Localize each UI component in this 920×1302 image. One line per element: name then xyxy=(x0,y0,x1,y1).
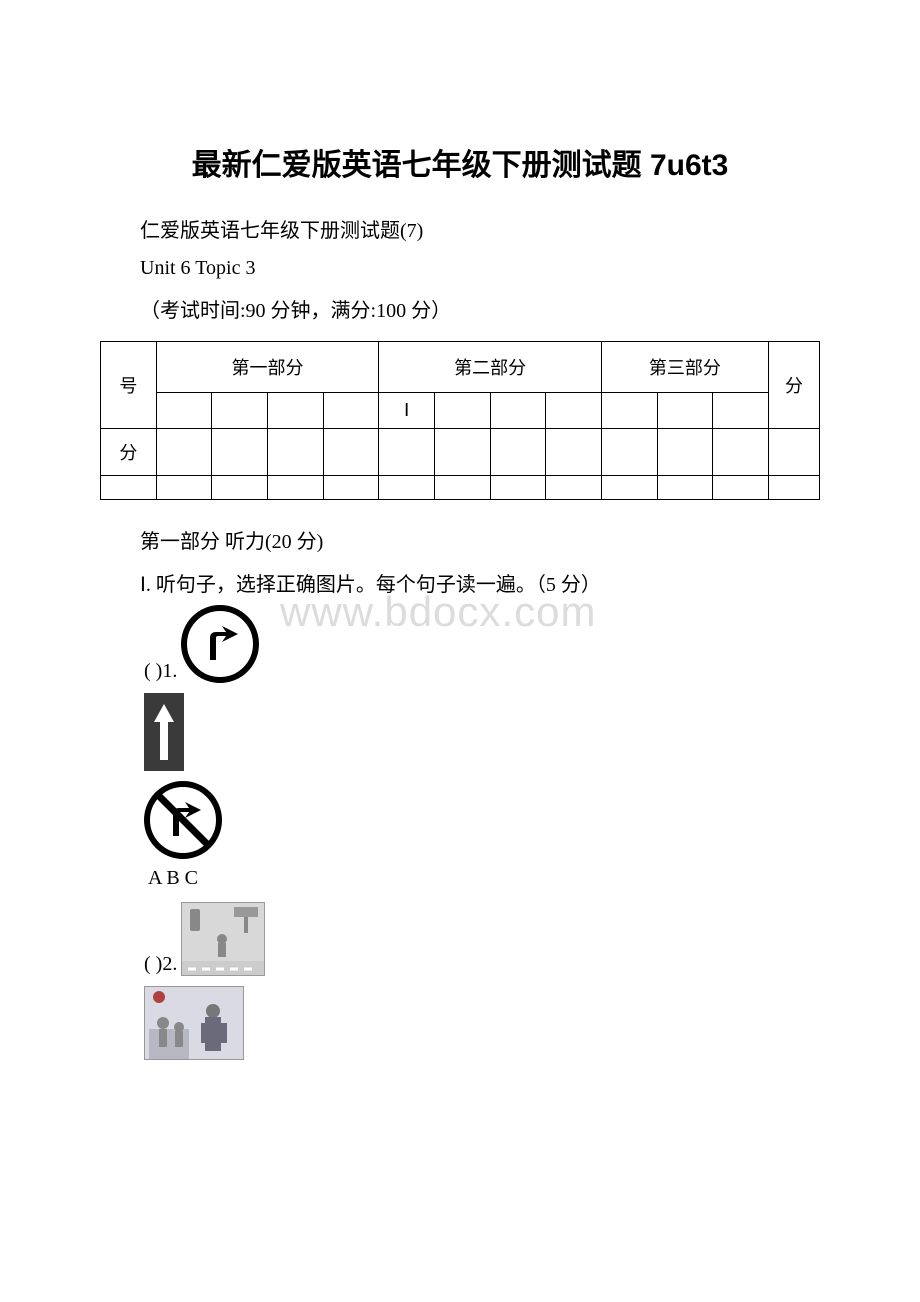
subtitle-text: 仁爱版英语七年级下册测试题(7) xyxy=(100,214,820,243)
row-header-cell: 号 xyxy=(101,342,157,429)
sub-cell xyxy=(546,393,602,429)
straight-arrow-sign-icon xyxy=(144,693,820,771)
empty-cell xyxy=(713,476,769,500)
crosswalk-image-icon xyxy=(181,902,265,976)
row2-header-cell: 分 xyxy=(101,429,157,476)
abc-label: A B C xyxy=(148,867,820,890)
document-page: 最新仁爱版英语七年级下册测试题 7u6t3 仁爱版英语七年级下册测试题(7) U… xyxy=(0,0,920,1111)
unit-text: Unit 6 Topic 3 xyxy=(100,257,820,280)
exam-info-text: （考试时间:90 分钟，满分:100 分） xyxy=(100,294,820,323)
score-cell xyxy=(379,429,435,476)
sub-cell xyxy=(212,393,268,429)
sub-cell xyxy=(490,393,546,429)
score-table: 号 第一部分 第二部分 第三部分 分 Ⅰ 分 xyxy=(100,341,820,500)
q2-label: ( )2. xyxy=(144,953,177,976)
empty-cell xyxy=(546,476,602,500)
sub-cell xyxy=(156,393,212,429)
score-cell xyxy=(546,429,602,476)
score-cell xyxy=(156,429,212,476)
empty-cell xyxy=(323,476,379,500)
score-cell xyxy=(601,429,657,476)
sub-cell xyxy=(434,393,490,429)
no-right-turn-sign-icon xyxy=(144,781,820,859)
score-cell xyxy=(713,429,769,476)
empty-cell xyxy=(768,476,819,500)
empty-cell xyxy=(379,476,435,500)
table-row: 号 第一部分 第二部分 第三部分 分 xyxy=(101,342,820,393)
question-1-row: ( )1. xyxy=(144,605,820,683)
score-header-cell: 分 xyxy=(768,342,819,429)
part1-header: 第一部分 xyxy=(156,342,379,393)
empty-cell xyxy=(212,476,268,500)
score-cell xyxy=(212,429,268,476)
q1-label: ( )1. xyxy=(144,660,177,683)
empty-cell xyxy=(601,476,657,500)
sub-cell xyxy=(713,393,769,429)
score-cell xyxy=(267,429,323,476)
score-cell xyxy=(323,429,379,476)
roman-cell: Ⅰ xyxy=(379,393,435,429)
score-cell xyxy=(434,429,490,476)
sub-cell xyxy=(323,393,379,429)
sub-cell xyxy=(657,393,713,429)
sub-cell xyxy=(267,393,323,429)
part2-header: 第二部分 xyxy=(379,342,602,393)
empty-cell xyxy=(657,476,713,500)
empty-cell xyxy=(101,476,157,500)
empty-cell xyxy=(156,476,212,500)
question-2-row: ( )2. xyxy=(144,902,820,976)
empty-cell xyxy=(267,476,323,500)
empty-cell xyxy=(490,476,546,500)
traffic-scene-image-icon xyxy=(144,986,820,1065)
turn-right-sign-icon xyxy=(181,605,259,683)
score-cell xyxy=(768,429,819,476)
sub-cell xyxy=(601,393,657,429)
table-row: Ⅰ xyxy=(101,393,820,429)
empty-cell xyxy=(434,476,490,500)
watermark-container: Ⅰ. 听句子，选择正确图片。每个句子读一遍。（5 分） www.bdocx.co… xyxy=(100,568,820,597)
page-title: 最新仁爱版英语七年级下册测试题 7u6t3 xyxy=(100,140,820,184)
section-heading: 第一部分 听力(20 分) xyxy=(100,525,820,554)
table-row xyxy=(101,476,820,500)
score-cell xyxy=(490,429,546,476)
instruction-text: Ⅰ. 听句子，选择正确图片。每个句子读一遍。（5 分） xyxy=(100,568,820,597)
table-row: 分 xyxy=(101,429,820,476)
part3-header: 第三部分 xyxy=(601,342,768,393)
score-cell xyxy=(657,429,713,476)
